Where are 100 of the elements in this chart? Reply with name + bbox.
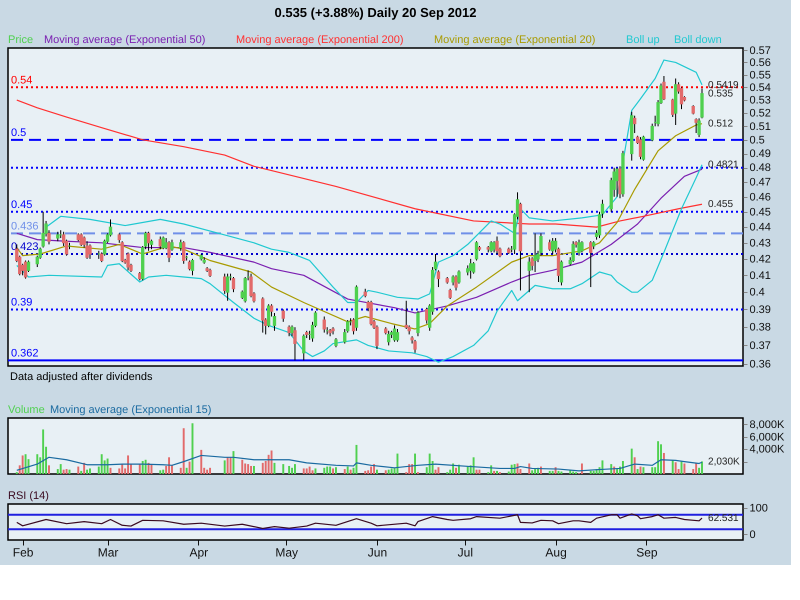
y-tick-label: 0.49 — [750, 148, 771, 160]
y-tick-label: 0.5 — [750, 134, 765, 146]
candlestick — [662, 76, 666, 101]
candlestick — [589, 240, 592, 288]
candlestick — [369, 300, 373, 326]
x-tick-label: Aug — [545, 546, 567, 560]
candlestick — [158, 236, 162, 250]
candlestick — [85, 240, 89, 260]
candlestick — [550, 238, 554, 255]
candlestick — [88, 244, 92, 260]
x-tick-label: Apr — [189, 546, 208, 560]
y-tick-label: 0.41 — [750, 270, 771, 282]
candlestick — [293, 326, 297, 361]
series-label: Volume — [8, 404, 45, 416]
candlestick — [270, 304, 274, 317]
candlestick — [692, 104, 695, 115]
y-tick-label: 0 — [750, 528, 756, 541]
text: Moving average (Exponential 200) — [236, 34, 404, 46]
annotation: 0.512 — [708, 118, 734, 130]
candlestick — [580, 240, 584, 253]
candlestick — [287, 324, 291, 337]
y-tick-label: 0.37 — [750, 340, 771, 352]
y-tick-label: 4,000K — [750, 444, 786, 456]
candlestick — [232, 276, 236, 293]
candlestick — [261, 296, 264, 334]
candlestick — [282, 308, 285, 322]
y-tick-label: 0.46 — [750, 191, 771, 204]
ref-line-label: 0.362 — [11, 347, 39, 360]
y-tick-label: 0.56 — [750, 56, 771, 69]
candlestick — [528, 256, 531, 293]
candlestick — [632, 115, 636, 134]
text: Moving average (Exponential 15) — [50, 404, 212, 416]
candlestick — [533, 232, 537, 272]
y-tick-label: 0.53 — [750, 94, 771, 107]
x-tick-label: Feb — [12, 546, 34, 560]
y-tick-label: 0.45 — [750, 206, 771, 218]
y-tick-label: 0.36 — [750, 358, 771, 371]
annotation: 0.455 — [708, 199, 734, 210]
candlestick — [188, 260, 192, 271]
candlestick — [469, 258, 472, 280]
candlestick — [474, 240, 478, 261]
line-series — [16, 513, 703, 530]
ref-line-label: 0.54 — [11, 74, 32, 86]
annotation: 2,030K — [708, 456, 740, 468]
series-label: RSI (14) — [8, 490, 49, 502]
x-tick-label: May — [275, 546, 298, 560]
candlestick — [190, 258, 194, 276]
candlestick — [56, 231, 60, 242]
text: Moving average (Exponential 20) — [434, 34, 596, 46]
candlestick — [577, 239, 581, 256]
candlestick — [302, 334, 306, 361]
y-tick-label: 0.54 — [750, 82, 771, 94]
candlestick — [392, 324, 396, 342]
ref-line-label: 0.39 — [11, 296, 32, 308]
y-tick-label: 0.48 — [750, 162, 771, 174]
x-tick-label: Jul — [458, 546, 473, 560]
candlestick — [41, 211, 45, 248]
candlestick — [223, 273, 226, 294]
ref-line-label: 0.436 — [11, 220, 39, 232]
x-tick-label: Jun — [368, 546, 388, 560]
candlestick — [489, 240, 493, 253]
y-tick-label: 0.52 — [750, 108, 771, 120]
candlestick — [697, 118, 701, 138]
candlestick — [416, 310, 420, 337]
line-series — [45, 59, 703, 304]
y-tick-label: 100 — [750, 502, 768, 515]
candlestick — [226, 273, 230, 302]
ref-line-label: 0.5 — [11, 126, 26, 139]
series-label: Boll up — [626, 34, 660, 46]
y-tick-label: 0.51 — [750, 120, 771, 133]
annotation: 0.535 — [708, 88, 734, 100]
candlestick — [126, 252, 130, 271]
annotation: 0.4821 — [708, 160, 740, 171]
annotation: 62.531 — [708, 513, 740, 524]
y-tick-label: 0.55 — [750, 69, 771, 82]
candlestick — [334, 338, 338, 348]
y-tick-label: 0.57 — [750, 44, 771, 57]
y-tick-label: 0.39 — [750, 304, 771, 316]
candlestick — [413, 339, 417, 354]
candlestick — [387, 330, 390, 346]
candlestick — [472, 262, 476, 274]
y-tick-label: 0.42 — [750, 253, 771, 266]
x-tick-label: Mar — [98, 546, 118, 560]
candlestick — [80, 232, 83, 246]
candlestick — [396, 328, 400, 342]
candlestick — [571, 240, 575, 263]
annotation: 0.5419 — [708, 80, 740, 91]
chart-title: 0.535 (+3.88%) Daily 20 Sep 2012 — [274, 5, 476, 20]
y-tick-label: 0.38 — [750, 322, 771, 334]
y-tick-label: 0.44 — [750, 222, 771, 234]
candlestick — [24, 260, 28, 280]
x-tick-label: Sep — [636, 546, 658, 560]
candlestick — [694, 118, 698, 134]
ref-line-label: 0.45 — [11, 198, 32, 211]
candlestick — [495, 236, 499, 255]
y-tick-label: 6,000K — [750, 431, 786, 444]
text: Moving average (Exponential 50) — [44, 34, 206, 46]
candlestick — [642, 135, 646, 162]
text: Boll down — [674, 34, 722, 46]
candlestick — [451, 274, 455, 286]
